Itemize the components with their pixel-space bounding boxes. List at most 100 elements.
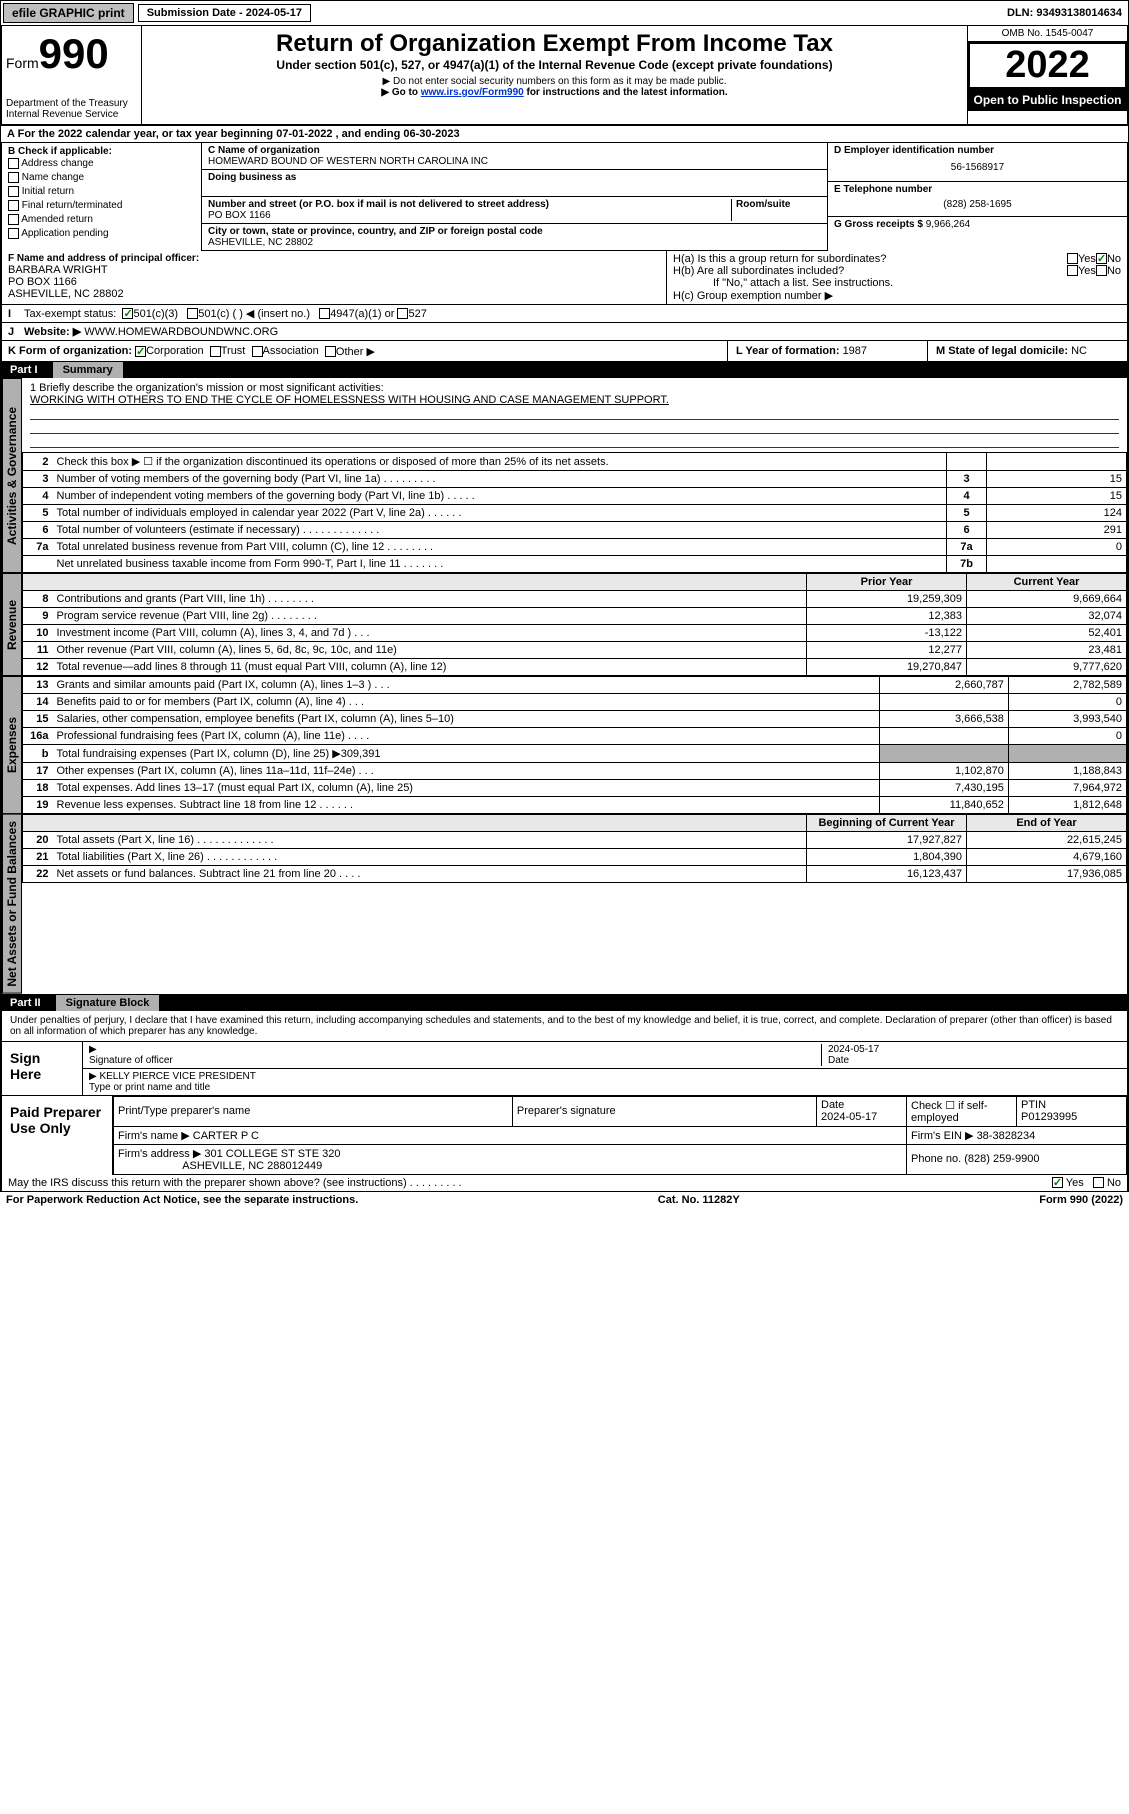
table-row: 3 Number of voting members of the govern… [23,471,1127,488]
table-row: 2 Check this box ▶ ☐ if the organization… [23,453,1127,471]
form-subtitle: Under section 501(c), 527, or 4947(a)(1)… [150,58,959,72]
table-row: 5 Total number of individuals employed i… [23,505,1127,522]
mission-q: 1 Briefly describe the organization's mi… [30,382,1119,394]
ha-yes: Yes [1078,253,1096,265]
l-label: L Year of formation: [736,345,843,357]
opt-other: Other ▶ [336,345,375,358]
part2-label: Part II [10,997,41,1009]
m-label: M State of legal domicile: [936,345,1071,357]
d-label: D Employer identification number [834,145,994,156]
phone-value: (828) 258-1695 [834,195,1121,214]
chk-other[interactable] [325,346,336,357]
prep-date: 2024-05-17 [821,1111,877,1123]
officer-printed-name: KELLY PIERCE VICE PRESIDENT [99,1071,255,1082]
table-row: Net unrelated business taxable income fr… [23,556,1127,573]
note-goto-post: for instructions and the latest informat… [524,87,728,98]
state-domicile: NC [1071,345,1087,357]
officer-addr1: PO BOX 1166 [8,276,660,288]
chk-initial-return[interactable]: Initial return [8,185,195,199]
opt-501c3: 501(c)(3) [133,308,178,320]
sidetab-expenses: Expenses [2,676,22,814]
note-ssn: ▶ Do not enter social security numbers o… [150,76,959,87]
ha-no: No [1107,253,1121,265]
prep-h2: Preparer's signature [512,1096,816,1126]
org-street: PO BOX 1166 [208,210,271,221]
prep-ptin: P01293995 [1021,1111,1077,1123]
chk-501c3[interactable] [122,308,133,319]
chk-527[interactable] [397,308,408,319]
prep-h4: Check ☐ if self-employed [907,1096,1017,1126]
discuss-yes-chk[interactable] [1052,1177,1063,1188]
table-row: 13 Grants and similar amounts paid (Part… [23,677,1127,694]
opt-527: 527 [408,308,426,320]
irs-link[interactable]: www.irs.gov/Form990 [421,87,524,98]
chk-amended-return[interactable]: Amended return [8,213,195,227]
website-value: WWW.HOMEWARDBOUNDWNC.ORG [84,326,278,338]
gross-receipts: 9,966,264 [926,219,971,230]
part1-wrap: Part I Summary Activities & Governance 1… [0,362,1129,995]
row-a-tax-year: A For the 2022 calendar year, or tax yea… [0,125,1129,143]
open-inspection: Open to Public Inspection [968,89,1127,111]
chk-final-return[interactable]: Final return/terminated [8,199,195,213]
ein-value: 56-1568917 [834,156,1121,179]
opt-4947: 4947(a)(1) or [330,308,394,320]
dln-label: DLN: 93493138014634 [1001,5,1128,21]
table-row: 10 Investment income (Part VIII, column … [23,625,1127,642]
footer-mid: Cat. No. 11282Y [658,1194,740,1206]
form-number: 990 [39,30,109,77]
hb-no: No [1107,265,1121,277]
firm-addr-label: Firm's address ▶ [118,1148,201,1160]
chk-assoc[interactable] [252,346,263,357]
discuss-yes: Yes [1066,1177,1084,1189]
c-label: C Name of organization [208,145,320,156]
firm-addr1: 301 COLLEGE ST STE 320 [204,1148,340,1160]
submission-date: Submission Date - 2024-05-17 [138,4,311,22]
sidetab-revenue: Revenue [2,573,22,676]
hb-label: H(b) Are all subordinates included? [673,265,1067,277]
name-label: Type or print name and title [89,1082,210,1093]
chk-name-change[interactable]: Name change [8,171,195,185]
table-row: 7a Total unrelated business revenue from… [23,539,1127,556]
sidetab-netassets: Net Assets or Fund Balances [2,814,22,994]
dept-line1: Department of the Treasury [6,98,137,109]
part1-label: Part I [10,364,38,376]
table-row: 20 Total assets (Part X, line 16) . . . … [23,832,1127,849]
revenue-table: Prior YearCurrent Year8 Contributions an… [22,573,1127,676]
form-title: Return of Organization Exempt From Incom… [150,30,959,58]
netassets-table: Beginning of Current YearEnd of Year20 T… [22,814,1127,883]
j-label: Website: ▶ [24,325,81,338]
chk-501c[interactable] [187,308,198,319]
part1-title: Summary [53,362,123,378]
f-label: F Name and address of principal officer: [8,253,660,264]
i-label: Tax-exempt status: [24,308,116,320]
f-h-block: F Name and address of principal officer:… [0,251,1129,305]
col-b-checkboxes: B Check if applicable: Address change Na… [2,143,202,251]
table-row: 22 Net assets or fund balances. Subtract… [23,866,1127,883]
discuss-no-chk[interactable] [1093,1177,1104,1188]
chk-application-pending[interactable]: Application pending [8,227,195,241]
table-row: 18 Total expenses. Add lines 13–17 (must… [23,780,1127,797]
preparer-table: Print/Type preparer's name Preparer's si… [113,1096,1127,1175]
tax-year: 2022 [968,42,1127,89]
identity-block: B Check if applicable: Address change Na… [0,143,1129,251]
efile-button[interactable]: efile GRAPHIC print [3,3,134,23]
note-goto-pre: ▶ Go to [381,87,420,98]
chk-trust[interactable] [210,346,221,357]
table-header-row: Prior YearCurrent Year [23,574,1127,591]
sig-date-val: 2024-05-17 [828,1044,879,1055]
table-row: 16a Professional fundraising fees (Part … [23,728,1127,745]
officer-addr2: ASHEVILLE, NC 28802 [8,288,660,300]
tax-year-text: For the 2022 calendar year, or tax year … [18,128,460,140]
discuss-no: No [1107,1177,1121,1189]
sign-here-label: Sign Here [2,1042,82,1095]
chk-corp[interactable] [135,346,146,357]
opt-corp: Corporation [146,345,203,357]
dept-line2: Internal Revenue Service [6,109,137,120]
year-formation: 1987 [843,345,867,357]
chk-address-change[interactable]: Address change [8,157,195,171]
chk-4947[interactable] [319,308,330,319]
addr-label: Number and street (or P.O. box if mail i… [208,199,549,210]
table-row: 6 Total number of volunteers (estimate i… [23,522,1127,539]
firm-name: CARTER P C [193,1130,259,1142]
paid-preparer-label: Paid Preparer Use Only [2,1096,112,1175]
